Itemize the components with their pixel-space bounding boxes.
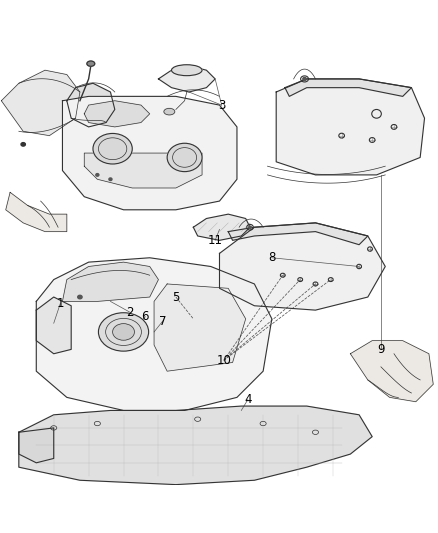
Ellipse shape — [171, 64, 201, 76]
Text: 4: 4 — [244, 393, 251, 406]
Ellipse shape — [302, 77, 306, 80]
Text: 2: 2 — [126, 306, 134, 319]
Text: 11: 11 — [207, 234, 222, 247]
Text: 9: 9 — [376, 343, 384, 356]
Ellipse shape — [167, 143, 201, 172]
Polygon shape — [228, 223, 367, 245]
Ellipse shape — [98, 313, 148, 351]
Polygon shape — [19, 428, 53, 463]
Text: 7: 7 — [159, 314, 166, 327]
Text: 1: 1 — [57, 297, 64, 310]
Polygon shape — [36, 297, 71, 354]
Polygon shape — [84, 153, 201, 188]
Ellipse shape — [78, 295, 82, 299]
Polygon shape — [6, 192, 67, 232]
Text: 8: 8 — [268, 251, 275, 264]
Polygon shape — [158, 66, 215, 92]
Polygon shape — [67, 83, 115, 127]
Ellipse shape — [163, 108, 174, 115]
Text: 5: 5 — [172, 290, 179, 303]
Text: 10: 10 — [216, 354, 231, 367]
Text: 6: 6 — [141, 310, 149, 323]
Polygon shape — [36, 258, 271, 410]
Polygon shape — [219, 223, 385, 310]
Ellipse shape — [109, 178, 112, 181]
Ellipse shape — [87, 61, 95, 66]
Polygon shape — [284, 79, 410, 96]
Ellipse shape — [21, 143, 25, 146]
Polygon shape — [276, 79, 424, 175]
Polygon shape — [1, 70, 80, 135]
Polygon shape — [350, 341, 432, 402]
Polygon shape — [154, 284, 245, 371]
Polygon shape — [84, 101, 149, 127]
Polygon shape — [19, 406, 371, 484]
Text: 3: 3 — [218, 99, 225, 111]
Polygon shape — [62, 262, 158, 301]
Polygon shape — [62, 96, 237, 210]
Ellipse shape — [113, 324, 134, 340]
Ellipse shape — [95, 174, 99, 176]
Ellipse shape — [248, 226, 251, 228]
Polygon shape — [193, 214, 250, 240]
Ellipse shape — [93, 133, 132, 164]
